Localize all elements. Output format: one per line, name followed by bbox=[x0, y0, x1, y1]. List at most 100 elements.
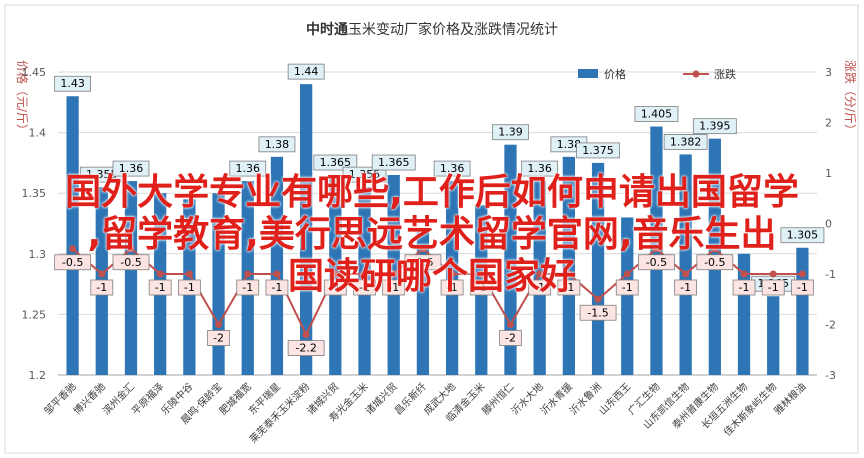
y-axis-right-label: 涨跌（分/斤） bbox=[843, 60, 858, 136]
bar-value-label-box bbox=[780, 227, 825, 244]
bar bbox=[679, 154, 692, 375]
line-point bbox=[302, 331, 310, 339]
line-value-label: -1 bbox=[96, 281, 107, 294]
line-value-label-box bbox=[557, 279, 581, 296]
line-point bbox=[185, 270, 193, 278]
bar-value-label: 1.38 bbox=[557, 138, 582, 151]
bar-value-label-box bbox=[663, 134, 708, 150]
y-tick-left: 1.4 bbox=[29, 127, 47, 140]
legend-line-marker bbox=[692, 70, 700, 78]
legend-bar-swatch bbox=[578, 69, 598, 78]
y-tick-right: -1 bbox=[825, 268, 836, 281]
line-value-label-box bbox=[696, 254, 734, 271]
line-point bbox=[244, 270, 252, 278]
line-point bbox=[769, 270, 777, 278]
line-point bbox=[127, 245, 135, 253]
bar-value-label-box bbox=[258, 136, 296, 153]
line-value-label: -1 bbox=[797, 281, 808, 294]
line-value-label: -2 bbox=[505, 332, 516, 345]
line-value-label-box bbox=[404, 254, 442, 271]
y-tick-right: -2 bbox=[825, 319, 836, 332]
line-value-label-box bbox=[615, 279, 639, 296]
bar bbox=[66, 96, 79, 376]
line-value-label-box bbox=[732, 279, 756, 296]
line-value-label: -1 bbox=[388, 281, 399, 294]
y-tick-right: 3 bbox=[825, 66, 832, 79]
bar-value-label-box bbox=[342, 166, 387, 183]
line-value-label: -1 bbox=[242, 281, 253, 294]
bar-value-label: 1.355 bbox=[86, 168, 118, 181]
line-value-label-box bbox=[579, 304, 617, 321]
y-tick-right: 0 bbox=[825, 218, 832, 231]
line-value-label: -0.5 bbox=[704, 256, 725, 269]
line-point bbox=[798, 270, 806, 278]
line-value-label: -0.5 bbox=[62, 256, 83, 269]
bar bbox=[445, 181, 459, 375]
bar bbox=[796, 247, 809, 375]
bar bbox=[124, 181, 138, 375]
y-tick-left: 1.25 bbox=[22, 308, 47, 321]
line-point bbox=[419, 245, 427, 253]
bar-value-label-box bbox=[371, 154, 416, 171]
line-value-label: -1 bbox=[768, 281, 779, 294]
bar-value-label-box bbox=[433, 160, 471, 177]
bar bbox=[621, 217, 634, 375]
line-point bbox=[623, 270, 631, 278]
line-value-label-box bbox=[638, 254, 675, 271]
legend-bar-label: 价格 bbox=[604, 67, 626, 81]
line-value-label: -1 bbox=[476, 281, 487, 294]
bar bbox=[212, 193, 225, 375]
legend: 价格 涨跌 bbox=[578, 67, 736, 81]
bar-value-label-box bbox=[229, 160, 267, 177]
line-value-label: -2.2 bbox=[295, 342, 316, 355]
y-tick-right: -3 bbox=[825, 369, 836, 382]
line-value-label-box bbox=[265, 279, 289, 296]
line-point bbox=[594, 295, 602, 303]
line-value-label: -1 bbox=[622, 281, 633, 294]
bar-value-label: 1.38 bbox=[265, 138, 290, 151]
bar-value-label-box bbox=[492, 124, 529, 141]
bar-value-label: 1.355 bbox=[349, 168, 381, 181]
bar-value-label-box bbox=[287, 63, 325, 80]
line-value-label: -1 bbox=[184, 281, 195, 294]
line-point bbox=[215, 321, 223, 328]
bar-value-label-box bbox=[576, 142, 620, 159]
line-value-label-box bbox=[177, 279, 201, 296]
bar bbox=[300, 84, 313, 376]
line-value-label-box bbox=[469, 279, 493, 296]
bar bbox=[270, 156, 284, 375]
line-point bbox=[565, 270, 573, 278]
line-value-label: -1 bbox=[563, 281, 574, 294]
bar-value-label-box bbox=[521, 160, 559, 177]
y-tick-left: 1.2 bbox=[29, 369, 47, 382]
bar-value-label: 1.305 bbox=[787, 229, 819, 242]
bar bbox=[591, 162, 605, 375]
line-value-label: -1 bbox=[359, 281, 370, 294]
bar-value-label-box bbox=[692, 118, 737, 135]
line-point bbox=[448, 270, 456, 278]
bar-value-label-box bbox=[54, 75, 91, 92]
line-value-label: -0.5 bbox=[120, 256, 141, 269]
chart-title: 中时通玉米变动厂家价格及涨跌情况统计 bbox=[306, 21, 558, 38]
bar-value-label: 1.44 bbox=[294, 65, 319, 78]
bar-value-label: 1.43 bbox=[60, 77, 85, 90]
line-value-label-box bbox=[90, 279, 114, 296]
line-value-label: -1 bbox=[739, 281, 750, 294]
bar-value-label: 1.36 bbox=[119, 162, 144, 175]
line-value-label: -1 bbox=[534, 281, 545, 294]
bar-value-label: 1.405 bbox=[641, 108, 673, 121]
bar-value-label-box bbox=[313, 154, 358, 171]
line-point bbox=[361, 270, 369, 278]
line-point bbox=[652, 245, 660, 253]
axis-ticks: 1.2 1.25 1.3 1.35 1.4 1.45 -3 -2 -1 0 1 2 3 bbox=[22, 66, 836, 382]
bar bbox=[562, 156, 575, 375]
line-point bbox=[273, 270, 281, 278]
bar-value-label-box bbox=[112, 160, 150, 177]
line-value-label-box bbox=[440, 279, 464, 296]
line-point bbox=[390, 270, 398, 278]
line-point bbox=[331, 270, 339, 278]
line-point bbox=[682, 270, 690, 278]
line-value-label: -0.5 bbox=[646, 256, 667, 269]
line-value-label-box bbox=[528, 279, 552, 296]
line-point bbox=[477, 270, 485, 278]
